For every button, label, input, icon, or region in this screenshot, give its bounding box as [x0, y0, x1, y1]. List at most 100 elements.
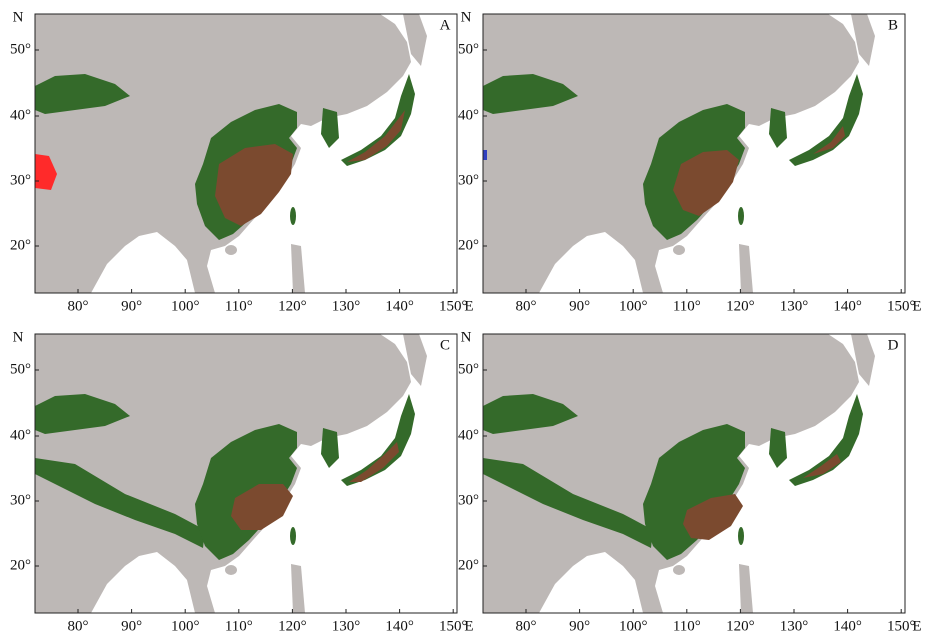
x-tick-label: 140° — [833, 618, 862, 634]
frame — [34, 13, 458, 294]
land — [739, 564, 753, 613]
region-green — [35, 394, 130, 434]
x-tick-label: 110° — [673, 298, 701, 314]
y-tick-label: 30° — [458, 172, 479, 188]
y-axis-label: N — [13, 9, 24, 25]
frame — [482, 333, 906, 614]
region-brown — [349, 442, 399, 482]
y-tick-label: 20° — [10, 237, 31, 253]
region-brown — [683, 494, 743, 540]
region-green — [738, 527, 744, 545]
x-tick-label: 150° — [439, 298, 468, 314]
x-tick-label: 130° — [780, 618, 809, 634]
x-tick-label: 140° — [385, 298, 414, 314]
x-tick-label: 80° — [68, 298, 89, 314]
y-axis-label: N — [461, 9, 472, 25]
x-axis-label: E — [912, 298, 921, 314]
land — [225, 565, 237, 575]
map-panel: B N 50° 40° 30° 20° 80° 90° 100° 110° 120° 130° 140°… — [458, 9, 922, 314]
x-tick-label: 90° — [569, 618, 590, 634]
land — [851, 334, 875, 386]
x-tick-label: 100° — [171, 618, 200, 634]
region-green — [290, 207, 296, 225]
region-green — [483, 458, 653, 548]
panel-label: D — [888, 337, 899, 353]
y-tick-label: 50° — [10, 41, 31, 57]
land — [403, 334, 427, 386]
x-tick-label: 140° — [385, 618, 414, 634]
x-tick-label: 150° — [887, 618, 916, 634]
y-tick-label: 20° — [10, 557, 31, 573]
land — [403, 14, 427, 66]
x-tick-label: 150° — [439, 618, 468, 634]
x-axis-label: E — [464, 618, 473, 634]
x-tick-label: 130° — [332, 298, 361, 314]
x-tick-label: 110° — [673, 618, 701, 634]
region-green — [321, 428, 339, 468]
region-green — [35, 74, 130, 114]
y-tick-label: 20° — [458, 237, 479, 253]
region-red — [35, 154, 57, 190]
frame — [482, 13, 906, 294]
y-tick-label: 30° — [10, 172, 31, 188]
x-tick-label: 110° — [225, 618, 253, 634]
x-tick-label: 90° — [569, 298, 590, 314]
region-brown — [813, 126, 845, 154]
panel-label: B — [888, 17, 898, 33]
region-brown — [803, 454, 841, 478]
region-brown — [215, 144, 293, 226]
x-axis-label: E — [912, 618, 921, 634]
x-tick-label: 120° — [278, 298, 307, 314]
y-tick-label: 50° — [10, 361, 31, 377]
land — [851, 14, 875, 66]
region-green — [290, 527, 296, 545]
x-tick-label: 130° — [332, 618, 361, 634]
panel-label: C — [440, 337, 450, 353]
land — [739, 244, 753, 293]
y-tick-label: 50° — [458, 361, 479, 377]
y-tick-label: 40° — [10, 107, 31, 123]
x-tick-label: 80° — [516, 618, 537, 634]
map-panel: D N 50° 40° 30° 20° 80° 90° 100° 110° 120° 130° 140°… — [458, 329, 922, 634]
y-axis-label: N — [461, 329, 472, 345]
y-tick-label: 20° — [458, 557, 479, 573]
x-tick-label: 90° — [121, 618, 142, 634]
y-tick-label: 50° — [458, 41, 479, 57]
x-axis-label: E — [464, 298, 473, 314]
region-brown — [673, 150, 739, 216]
x-tick-label: 150° — [887, 298, 916, 314]
land — [673, 245, 685, 255]
x-tick-label: 110° — [225, 298, 253, 314]
y-tick-label: 40° — [458, 427, 479, 443]
land — [291, 244, 305, 293]
x-tick-label: 80° — [68, 618, 89, 634]
region-green — [769, 428, 787, 468]
x-tick-label: 140° — [833, 298, 862, 314]
region-green — [643, 424, 745, 560]
panel-label: A — [440, 17, 451, 33]
x-tick-label: 120° — [726, 618, 755, 634]
y-tick-label: 40° — [10, 427, 31, 443]
x-tick-label: 120° — [278, 618, 307, 634]
region-green — [483, 74, 578, 114]
x-tick-label: 100° — [619, 298, 648, 314]
y-tick-label: 40° — [458, 107, 479, 123]
x-tick-label: 100° — [171, 298, 200, 314]
y-tick-label: 30° — [458, 492, 479, 508]
x-tick-label: 90° — [121, 298, 142, 314]
x-tick-label: 120° — [726, 298, 755, 314]
x-tick-label: 80° — [516, 298, 537, 314]
region-green — [738, 207, 744, 225]
x-tick-label: 130° — [780, 298, 809, 314]
land — [225, 245, 237, 255]
region-blue — [483, 150, 487, 160]
land — [673, 565, 685, 575]
land — [291, 564, 305, 613]
region-brown — [231, 484, 293, 530]
region-brown — [347, 110, 405, 162]
region-green — [483, 394, 578, 434]
y-axis-label: N — [13, 329, 24, 345]
